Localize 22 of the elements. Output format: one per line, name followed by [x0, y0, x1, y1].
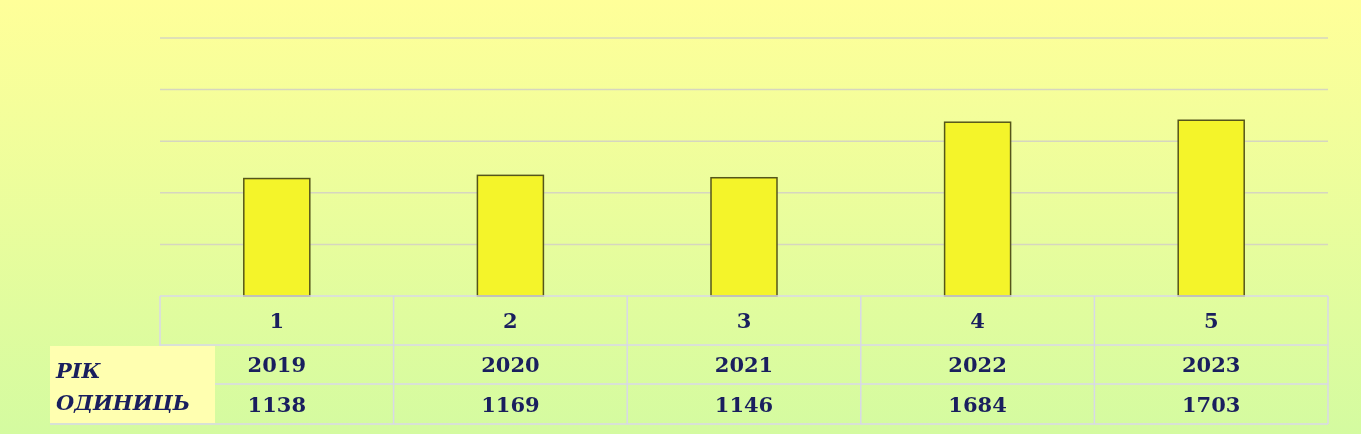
- text: 2023: [1181, 352, 1241, 377]
- text: ОДИНИЦЬ: [56, 389, 191, 415]
- x-tick-label: 3: [736, 308, 752, 333]
- bar: [243, 177, 311, 297]
- data-label: 1703: [1181, 391, 1241, 417]
- x-tick-label: 5: [1203, 308, 1219, 333]
- data-label: 1146: [714, 391, 774, 417]
- data-label: 1684: [948, 391, 1007, 417]
- text: 2022: [948, 352, 1007, 377]
- bar: [943, 121, 1012, 297]
- bar: [1177, 119, 1245, 297]
- data-label: 1138: [247, 391, 307, 417]
- bar: [476, 174, 545, 297]
- text: 2020: [481, 352, 540, 377]
- x-tick-label: 1: [269, 308, 285, 333]
- text: РІК: [55, 358, 102, 383]
- x-tick-label: 2: [503, 308, 518, 333]
- text: 2019: [247, 352, 307, 377]
- bar: [710, 176, 778, 297]
- x-tick-label: 4: [970, 308, 985, 333]
- text: 2021: [714, 352, 774, 377]
- data-label: 1169: [481, 391, 540, 417]
